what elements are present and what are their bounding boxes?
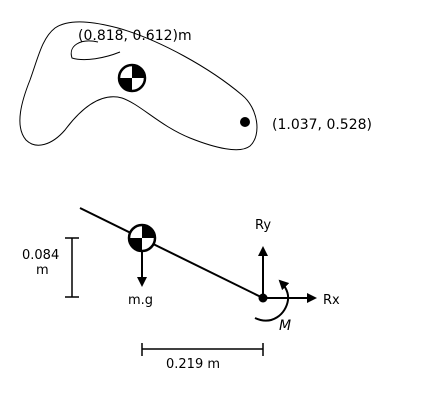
vertical-dimension-unit: m (36, 263, 49, 278)
segment-inner-contour (70, 40, 121, 61)
segment-outline (19, 21, 258, 151)
center-of-mass-icon (117, 63, 147, 93)
horizontal-dimension-label: 0.219 m (166, 357, 220, 372)
reaction-y-label: Ry (255, 218, 271, 233)
moment-label: M (279, 318, 291, 334)
moment-arrow (254, 279, 290, 322)
joint-dot (240, 117, 250, 127)
free-body-diagram: 0.084 m 0.219 m m.g Ry Rx M (22, 207, 340, 372)
segment-outline-figure: (0.818, 0.612)m (1.037, 0.528) (19, 21, 372, 151)
vertical-dimension-value: 0.084 (22, 248, 59, 263)
com-coordinate-label: (0.818, 0.612)m (78, 28, 192, 44)
center-of-mass-icon (127, 223, 157, 253)
horizontal-dimension (141, 343, 264, 356)
vertical-dimension (65, 237, 79, 298)
segment-line (79, 207, 264, 299)
reaction-x-label: Rx (323, 293, 340, 308)
weight-label: m.g (128, 293, 153, 308)
joint-coordinate-label: (1.037, 0.528) (272, 117, 372, 133)
